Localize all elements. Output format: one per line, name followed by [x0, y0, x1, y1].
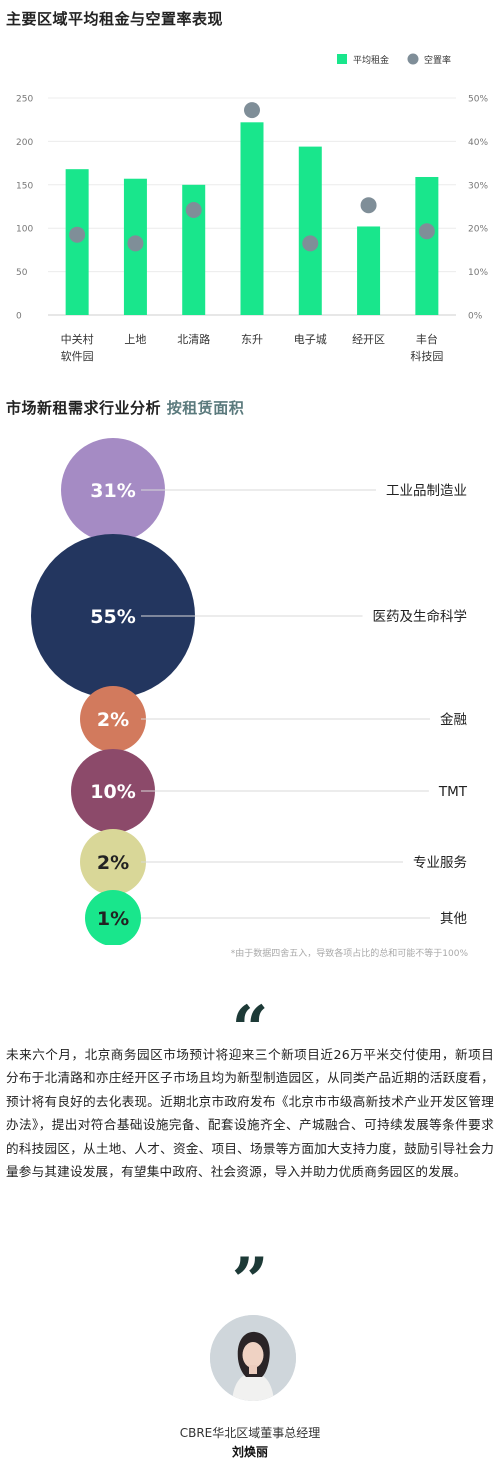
- x-category-label: 中关村: [61, 332, 94, 346]
- industry-label: 其他: [440, 911, 467, 927]
- industry-label: TMT: [438, 784, 468, 800]
- percentage-label: 2%: [97, 852, 129, 874]
- x-category-label: 东升: [241, 333, 263, 346]
- vacancy-dot: [302, 235, 319, 252]
- legend-dot-label: 空置率: [424, 54, 451, 66]
- rent-bar: [357, 226, 381, 315]
- y-right-tick-label: 20%: [468, 225, 488, 235]
- y-left-tick-label: 250: [16, 95, 33, 105]
- y-right-tick-label: 50%: [468, 95, 488, 105]
- rent-vacancy-chart-title: 主要区域平均租金与空置率表现: [6, 10, 224, 28]
- industry-demand-bubble-chart: 工业品制造业 31% 医药及生命科学 55% 金融 2% TMT 10% 专业服务 2% 其他 1%: [31, 438, 468, 945]
- x-category-label: 上地: [124, 333, 146, 346]
- percentage-label: 31%: [90, 480, 135, 502]
- vacancy-dot: [360, 197, 377, 214]
- percentage-label: 1%: [97, 908, 129, 930]
- y-left-tick-label: 100: [16, 225, 33, 235]
- rent-bar: [415, 176, 439, 315]
- industry-label: 工业品制造业: [386, 483, 467, 499]
- x-category-label: 软件园: [61, 349, 94, 363]
- x-category-label: 经开区: [352, 333, 385, 346]
- footnote: *由于数据四舍五入，导致各项占比的总和可能不等于100%: [230, 949, 468, 959]
- y-right-tick-label: 40%: [468, 138, 488, 148]
- legend-bar-swatch: [337, 54, 347, 64]
- legend-dot-swatch: [407, 53, 419, 65]
- industry-label: 专业服务: [413, 855, 467, 871]
- y-right-tick-label: 10%: [468, 268, 488, 278]
- bubble: [71, 749, 155, 833]
- industry-label: 医药及生命科学: [373, 608, 468, 625]
- percentage-label: 55%: [90, 606, 135, 628]
- person-portrait-icon: [210, 1315, 296, 1401]
- industry-label: 金融: [440, 712, 467, 728]
- author-title: CBRE华北区域董事总经理: [179, 1426, 321, 1440]
- rent-bar: [298, 146, 322, 315]
- y-right-tick-label: 30%: [468, 181, 488, 191]
- bubble: [80, 686, 146, 752]
- vacancy-dot: [69, 226, 86, 243]
- vacancy-dot: [418, 223, 435, 240]
- y-left-tick-label: 50: [16, 268, 28, 278]
- y-right-tick-label: 0%: [468, 312, 483, 322]
- vacancy-dot: [127, 235, 144, 252]
- author-name: 刘焕丽: [231, 1445, 268, 1459]
- percentage-label: 2%: [97, 709, 129, 731]
- bubble: [61, 438, 165, 542]
- rent-bar: [240, 122, 264, 315]
- rent-bar: [182, 184, 206, 315]
- vacancy-dot: [244, 102, 260, 119]
- y-left-tick-label: 200: [16, 138, 33, 148]
- industry-demand-chart-title: 市场新租需求行业分析 按租赁面积: [6, 397, 244, 418]
- bubble: [31, 534, 195, 698]
- bubble: [85, 890, 141, 945]
- x-category-label: 丰台: [416, 332, 438, 346]
- close-quote-mark: ”: [231, 1244, 269, 1319]
- author-avatar: [210, 1315, 296, 1401]
- percentage-label: 10%: [90, 781, 135, 803]
- bubble: [80, 829, 146, 895]
- industry-demand-title-sub: 按租赁面积: [166, 399, 245, 417]
- quote-text: 未来六个月，北京商务园区市场预计将迎来三个新项目近26万平米交付使用，新项目分布…: [6, 1047, 494, 1180]
- y-left-tick-label: 150: [16, 181, 33, 191]
- x-category-label: 北清路: [177, 333, 210, 346]
- vacancy-dot: [185, 201, 202, 218]
- x-category-label: 电子城: [294, 333, 327, 346]
- legend-bar-label: 平均租金: [353, 54, 389, 66]
- y-left-tick-label: 0: [16, 312, 22, 322]
- industry-demand-title-main: 市场新租需求行业分析: [6, 399, 162, 417]
- x-category-label: 科技园: [410, 349, 443, 363]
- open-quote-mark: “: [231, 992, 269, 1067]
